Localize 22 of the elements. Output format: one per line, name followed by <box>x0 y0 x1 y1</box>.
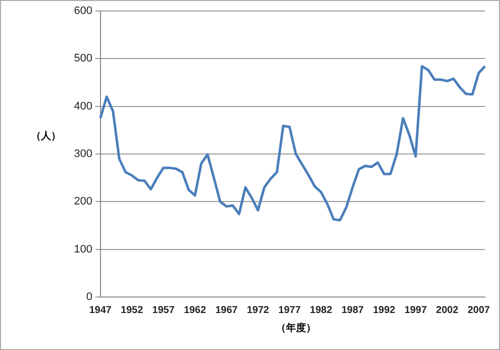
x-tick-label: 1987 <box>341 304 364 316</box>
x-tick-label: 1977 <box>278 304 302 316</box>
y-axis-title: （人） <box>31 130 61 143</box>
y-tick-label: 200 <box>74 196 92 208</box>
x-tick-label: 1952 <box>120 304 144 316</box>
x-tick-label: 1997 <box>404 304 428 316</box>
x-tick-label: 1982 <box>310 304 333 316</box>
y-tick-label: 600 <box>74 5 92 18</box>
y-tick-label: 400 <box>74 100 92 112</box>
x-tick-label: 1962 <box>184 304 206 316</box>
x-tick-label: 1947 <box>89 304 112 316</box>
y-tick-label: 100 <box>74 243 92 256</box>
y-tick-label: 500 <box>74 52 92 65</box>
x-axis-title: （年度） <box>275 321 317 335</box>
x-tick-label: 2002 <box>436 304 459 316</box>
x-tick-label: 1972 <box>246 304 270 316</box>
y-tick-label: 300 <box>74 148 92 160</box>
x-tick-label: 1967 <box>215 304 238 316</box>
x-tick-label: 1992 <box>372 304 396 316</box>
x-tick-label: 2007 <box>468 304 490 316</box>
y-tick-label: 0 <box>86 291 92 304</box>
x-tick-label: 1957 <box>152 304 175 316</box>
